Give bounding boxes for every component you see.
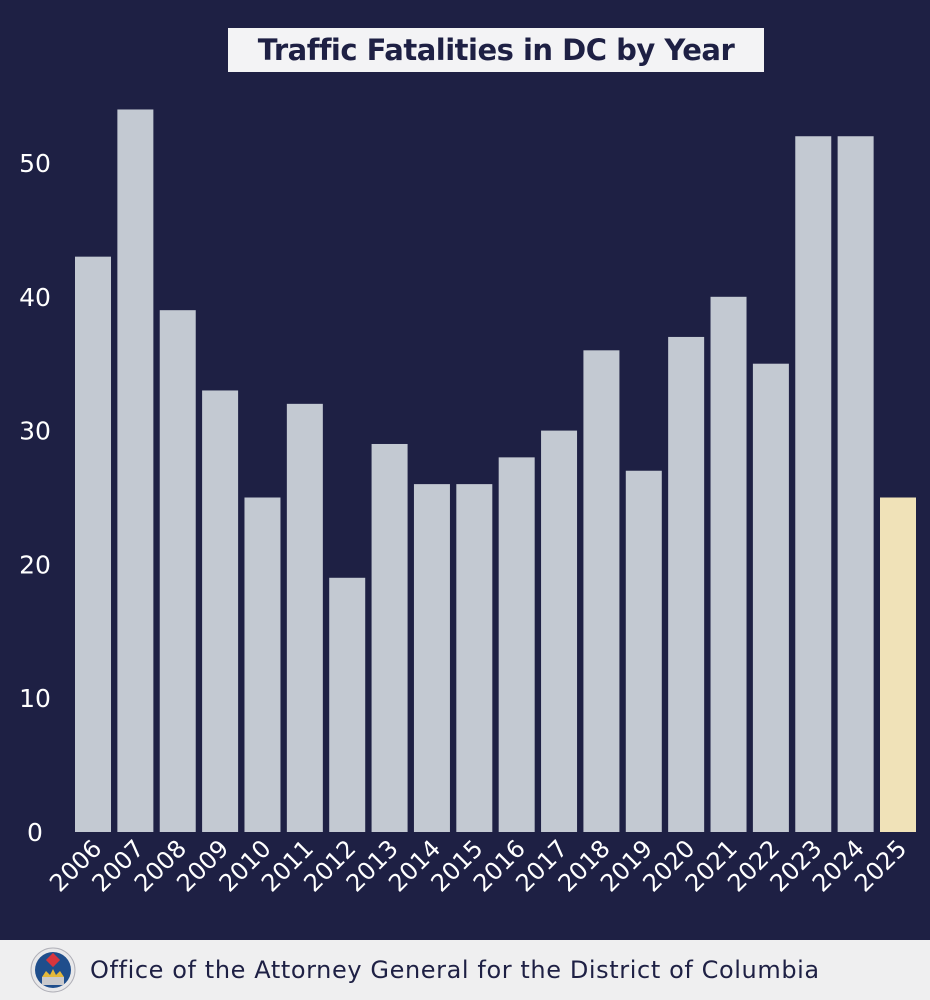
oag-seal-logo — [30, 947, 76, 993]
footer: Office of the Attorney General for the D… — [0, 940, 930, 1000]
bar-2006 — [75, 256, 111, 832]
bar-2016 — [498, 457, 535, 832]
bar-2007 — [117, 109, 154, 833]
bar-2023 — [795, 136, 832, 833]
y-tick-label: 10 — [19, 684, 51, 713]
bar-2012 — [329, 577, 366, 832]
bar-2020 — [668, 336, 705, 832]
bar-2024 — [837, 136, 874, 833]
bar-2025 — [880, 497, 916, 832]
bar-2022 — [752, 363, 789, 832]
chart-title: Traffic Fatalities in DC by Year — [257, 33, 735, 67]
bar-2015 — [456, 484, 493, 832]
chart-title-box: Traffic Fatalities in DC by Year — [228, 28, 764, 72]
y-tick-label: 30 — [19, 417, 51, 446]
bar-2014 — [413, 484, 450, 832]
y-tick-label: 20 — [19, 550, 51, 579]
bar-2008 — [159, 310, 196, 832]
y-tick-label: 0 — [27, 818, 43, 847]
bar-2021 — [710, 296, 747, 832]
bar-2019 — [625, 470, 662, 832]
bar-chart: 0102030405020062007200820092010201120122… — [19, 109, 916, 897]
bar-2010 — [244, 497, 281, 832]
bar-2017 — [541, 430, 578, 832]
y-tick-label: 50 — [19, 149, 51, 178]
bar-2013 — [371, 443, 408, 832]
bar-2009 — [202, 390, 239, 832]
organization-name: Office of the Attorney General for the D… — [90, 956, 820, 984]
y-tick-label: 40 — [19, 283, 51, 312]
bar-2018 — [583, 350, 620, 832]
bar-2011 — [286, 403, 323, 832]
